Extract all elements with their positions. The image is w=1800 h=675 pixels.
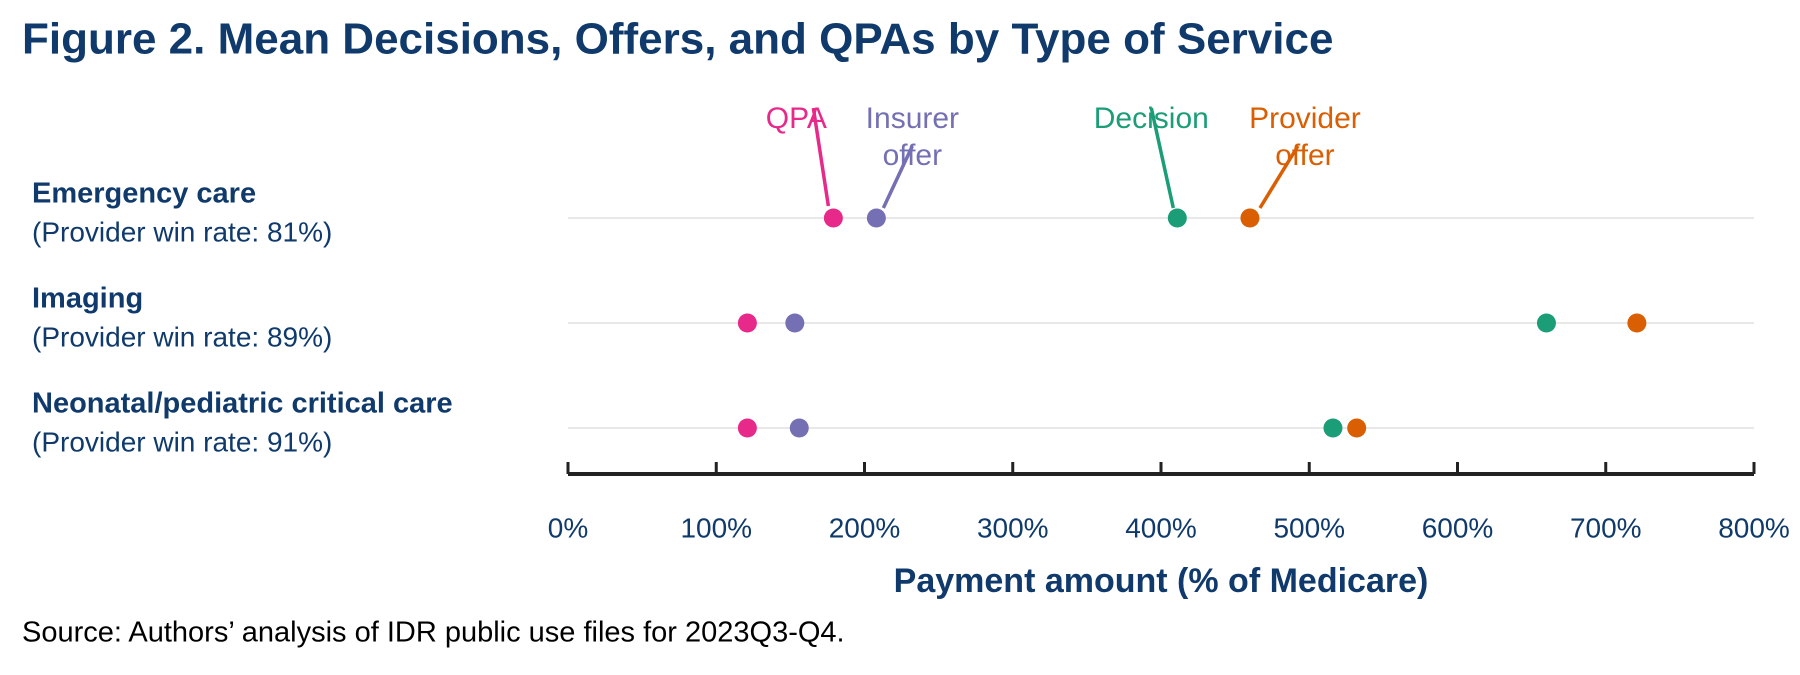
- legend-label: Insurer offer: [865, 102, 960, 172]
- dot: [1347, 418, 1367, 438]
- legend-label: QPA: [765, 102, 827, 135]
- x-tick-label: 300%: [977, 512, 1049, 543]
- x-tick-label: 400%: [1125, 512, 1197, 543]
- dot: [823, 208, 843, 228]
- dot: [1323, 418, 1343, 438]
- category-note: (Provider win rate: 89%): [32, 321, 332, 352]
- dot: [737, 313, 757, 333]
- x-tick-label: 100%: [680, 512, 752, 543]
- dot: [785, 313, 805, 333]
- x-tick-label: 200%: [829, 512, 901, 543]
- dot: [1536, 313, 1556, 333]
- dot: [1167, 208, 1187, 228]
- leader-line: [881, 145, 914, 209]
- dot: [789, 418, 809, 438]
- dot: [1240, 208, 1260, 228]
- leader-line: [811, 107, 831, 207]
- dot: [1627, 313, 1647, 333]
- category-note: (Provider win rate: 91%): [32, 426, 332, 457]
- x-tick-label: 0%: [548, 512, 588, 543]
- chart-title: Figure 2. Mean Decisions, Offers, and QP…: [22, 15, 1333, 64]
- x-tick-label: 800%: [1718, 512, 1790, 543]
- x-tick-label: 500%: [1273, 512, 1345, 543]
- leader-line: [1149, 107, 1176, 209]
- category-label: Neonatal/pediatric critical care: [32, 388, 453, 420]
- x-axis-title: Payment amount (% of Medicare): [894, 562, 1429, 600]
- x-tick-label: 600%: [1422, 512, 1494, 543]
- leader-line: [1258, 145, 1300, 209]
- category-label: Imaging: [32, 283, 143, 315]
- category-note: (Provider win rate: 81%): [32, 216, 332, 247]
- legend-label: Decision: [1093, 102, 1209, 135]
- dot: [866, 208, 886, 228]
- x-tick-label: 700%: [1570, 512, 1642, 543]
- category-label: Emergency care: [32, 178, 256, 210]
- source-note: Source: Authors’ analysis of IDR public …: [22, 617, 845, 649]
- dot: [737, 418, 757, 438]
- legend-label: Provider offer: [1249, 102, 1361, 172]
